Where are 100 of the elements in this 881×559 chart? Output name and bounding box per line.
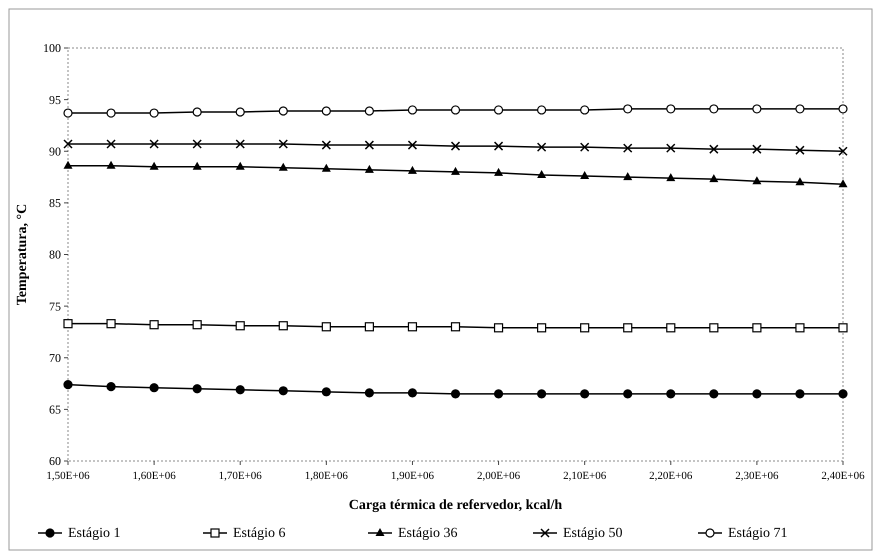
point — [494, 168, 504, 176]
point — [235, 139, 245, 149]
point — [63, 108, 73, 118]
legend-label: Estágio 1 — [68, 526, 120, 541]
point — [795, 177, 804, 186]
y-tick-label: 60 — [49, 454, 61, 468]
point — [494, 389, 504, 398]
x-tick-label: 2,10E+06 — [563, 470, 607, 482]
y-tick-label: 85 — [49, 196, 61, 210]
point — [838, 104, 848, 114]
point — [192, 384, 202, 394]
point — [580, 142, 590, 152]
point — [150, 320, 159, 330]
point — [623, 389, 632, 398]
point — [537, 323, 546, 332]
point — [709, 389, 718, 398]
point — [537, 105, 546, 115]
point — [408, 388, 418, 398]
point — [322, 140, 332, 150]
point — [364, 140, 374, 150]
x-tick-label: 1,90E+06 — [390, 470, 435, 482]
point — [150, 162, 159, 170]
x-tick-label: 2,30E+06 — [735, 470, 779, 482]
point — [623, 323, 632, 332]
point — [192, 107, 202, 117]
x-tick-label: 1,80E+06 — [304, 470, 348, 482]
point — [752, 176, 762, 184]
x-tick-label: 1,50E+06 — [46, 470, 90, 482]
point — [278, 321, 288, 330]
point — [106, 160, 116, 169]
point — [580, 389, 590, 398]
point — [278, 139, 288, 149]
point — [236, 107, 245, 117]
x-tick-label: 2,00E+06 — [476, 470, 521, 482]
point — [106, 319, 116, 328]
point — [838, 389, 848, 398]
y-tick-label: 95 — [49, 92, 61, 107]
point — [450, 322, 460, 332]
point — [536, 142, 546, 152]
y-tick-label: 70 — [49, 350, 61, 365]
point — [408, 322, 418, 332]
point — [752, 389, 762, 398]
point — [408, 105, 418, 115]
point — [192, 320, 202, 330]
point — [709, 104, 718, 114]
point — [278, 386, 288, 396]
legend-label: Estágio 36 — [398, 526, 458, 541]
point — [537, 389, 546, 398]
point — [795, 389, 805, 398]
legend-label: Estágio 6 — [233, 526, 286, 541]
point — [838, 146, 848, 156]
point — [278, 106, 288, 116]
y-tick-label: 65 — [49, 402, 61, 417]
point — [106, 108, 116, 118]
point — [450, 105, 460, 115]
point — [666, 143, 676, 153]
point — [795, 104, 805, 114]
point — [580, 323, 590, 332]
point — [795, 323, 805, 332]
point — [192, 139, 202, 149]
point — [450, 141, 460, 151]
point — [494, 323, 504, 332]
y-tick-label: 80 — [49, 248, 61, 262]
point — [408, 166, 417, 174]
point — [106, 139, 116, 149]
x-tick-label: 2,20E+06 — [649, 470, 693, 482]
legend-label: Estágio 50 — [563, 526, 622, 541]
x-axis-title: Carga térmica de refervedor, kcal/h — [348, 498, 562, 513]
point — [364, 322, 374, 332]
point — [192, 162, 202, 170]
point — [666, 389, 676, 398]
point — [838, 179, 848, 188]
y-tick-label: 100 — [43, 41, 61, 56]
point — [450, 389, 460, 398]
point — [451, 166, 460, 175]
point — [150, 108, 159, 118]
point — [709, 174, 718, 182]
point — [63, 139, 73, 149]
point — [322, 106, 331, 116]
point — [149, 139, 159, 149]
point — [709, 144, 719, 154]
x-tick-label: 1,60E+06 — [132, 470, 176, 482]
legend-label: Estágio 71 — [728, 526, 788, 541]
point — [838, 323, 848, 332]
point — [752, 144, 762, 154]
point — [63, 319, 73, 328]
point — [623, 104, 632, 114]
point — [622, 143, 632, 153]
point — [752, 104, 762, 114]
point — [236, 385, 245, 394]
point — [106, 382, 116, 392]
x-tick-label: 2,40E+06 — [821, 470, 866, 482]
point — [666, 173, 676, 182]
point — [364, 164, 374, 173]
point — [408, 140, 418, 150]
point — [537, 170, 546, 178]
y-axis-title: Temperatura, °C — [15, 204, 30, 306]
point — [322, 322, 331, 332]
point — [580, 171, 590, 180]
point — [752, 323, 762, 332]
